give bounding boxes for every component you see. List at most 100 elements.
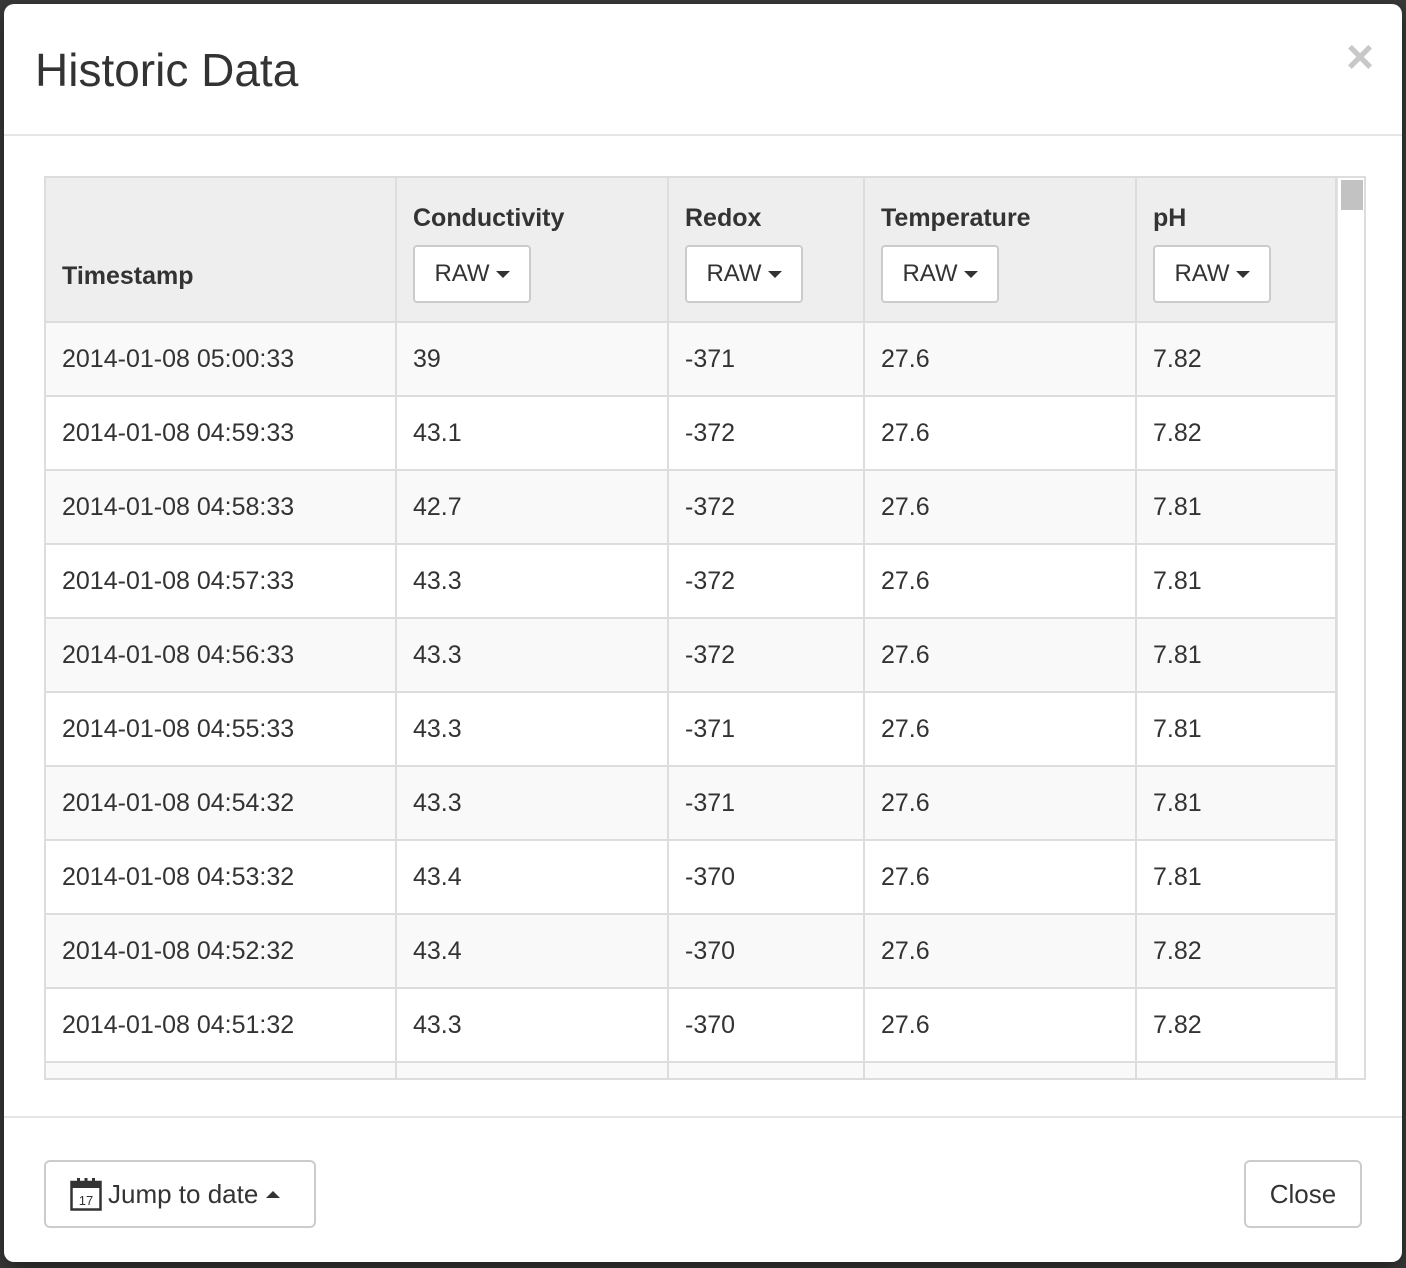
table-header-row: Timestamp Conductivity RAW Redox RAW Tem… bbox=[46, 178, 1337, 323]
cell-temperature: 27.6 bbox=[863, 765, 1137, 841]
cell-redox: -370 bbox=[667, 987, 865, 1063]
cell-temperature: 27.6 bbox=[863, 469, 1137, 545]
close-icon[interactable]: × bbox=[1345, 31, 1374, 84]
table-row: 2014-01-08 04:53:32 43.4 -370 27.6 7.81 bbox=[46, 839, 1337, 915]
cell-timestamp: 2014-01-08 04:52:32 bbox=[46, 913, 397, 989]
cell-conductivity: 43.3 bbox=[395, 691, 669, 767]
close-button-label: Close bbox=[1269, 1179, 1337, 1209]
temperature-mode-dropdown[interactable]: RAW bbox=[881, 245, 999, 303]
cell-temperature: 27.6 bbox=[863, 395, 1137, 471]
column-header-label: Timestamp bbox=[62, 262, 194, 290]
cell-ph: 7.81 bbox=[1135, 839, 1337, 915]
cell-timestamp: 2014-01-08 04:54:32 bbox=[46, 765, 397, 841]
historic-data-modal: Historic Data × Timestamp Conductivity R… bbox=[4, 4, 1402, 1262]
cell-redox: -371 bbox=[667, 691, 865, 767]
table-row: 2014-01-08 04:52:32 43.4 -370 27.6 7.82 bbox=[46, 913, 1337, 989]
conductivity-mode-dropdown[interactable]: RAW bbox=[413, 245, 531, 303]
cell-ph: 7.81 bbox=[1135, 543, 1337, 619]
column-header-redox: Redox RAW bbox=[667, 178, 865, 323]
cell-temperature: 27.6 bbox=[863, 987, 1137, 1063]
mode-label: RAW bbox=[706, 260, 762, 287]
cell-ph: 7.82 bbox=[1135, 321, 1337, 397]
table-row: 2014-01-08 04:54:32 43.3 -371 27.6 7.81 bbox=[46, 765, 1337, 841]
cell-timestamp: 2014-01-08 04:51:32 bbox=[46, 987, 397, 1063]
cell-conductivity: 43.3 bbox=[395, 987, 669, 1063]
table-row: 2014-01-08 04:59:33 43.1 -372 27.6 7.82 bbox=[46, 395, 1337, 471]
column-header-label: Temperature bbox=[881, 204, 1031, 232]
cell-redox: -372 bbox=[667, 395, 865, 471]
modal-header: Historic Data × bbox=[4, 4, 1402, 136]
column-header-timestamp: Timestamp bbox=[46, 178, 397, 323]
cell-timestamp: 2014-01-08 04:59:33 bbox=[46, 395, 397, 471]
close-button[interactable]: Close bbox=[1244, 1160, 1362, 1228]
cell-ph bbox=[1135, 1061, 1337, 1078]
column-header-ph: pH RAW bbox=[1135, 178, 1337, 323]
cell-temperature: 27.6 bbox=[863, 913, 1137, 989]
cell-conductivity: 43.3 bbox=[395, 543, 669, 619]
redox-mode-dropdown[interactable]: RAW bbox=[685, 245, 803, 303]
cell-conductivity: 43.4 bbox=[395, 913, 669, 989]
cell-conductivity: 43.4 bbox=[395, 839, 669, 915]
column-header-label: Conductivity bbox=[413, 204, 565, 232]
jump-to-date-button[interactable]: 17 Jump to date bbox=[44, 1160, 316, 1228]
cell-ph: 7.81 bbox=[1135, 691, 1337, 767]
cell-timestamp bbox=[46, 1061, 397, 1078]
cell-redox: -372 bbox=[667, 617, 865, 693]
ph-mode-dropdown[interactable]: RAW bbox=[1153, 245, 1271, 303]
cell-timestamp: 2014-01-08 04:58:33 bbox=[46, 469, 397, 545]
caret-down-icon bbox=[767, 271, 782, 279]
cell-conductivity: 39 bbox=[395, 321, 669, 397]
cell-ph: 7.82 bbox=[1135, 395, 1337, 471]
cell-ph: 7.82 bbox=[1135, 913, 1337, 989]
table-scrollbar[interactable] bbox=[1337, 178, 1364, 1078]
table-row bbox=[46, 1061, 1337, 1078]
data-table-container: Timestamp Conductivity RAW Redox RAW Tem… bbox=[44, 176, 1366, 1080]
scrollbar-thumb[interactable] bbox=[1341, 180, 1363, 210]
cell-redox: -371 bbox=[667, 765, 865, 841]
table-row: 2014-01-08 05:00:33 39 -371 27.6 7.82 bbox=[46, 321, 1337, 397]
mode-label: RAW bbox=[902, 260, 958, 287]
calendar-day: 17 bbox=[79, 1193, 93, 1208]
mode-label: RAW bbox=[1174, 260, 1230, 287]
cell-redox bbox=[667, 1061, 865, 1078]
table-row: 2014-01-08 04:57:33 43.3 -372 27.6 7.81 bbox=[46, 543, 1337, 619]
cell-timestamp: 2014-01-08 04:57:33 bbox=[46, 543, 397, 619]
cell-conductivity: 42.7 bbox=[395, 469, 669, 545]
cell-redox: -370 bbox=[667, 839, 865, 915]
cell-conductivity: 43.1 bbox=[395, 395, 669, 471]
cell-timestamp: 2014-01-08 04:53:32 bbox=[46, 839, 397, 915]
table-row: 2014-01-08 04:58:33 42.7 -372 27.6 7.81 bbox=[46, 469, 1337, 545]
jump-to-date-label: Jump to date bbox=[108, 1179, 259, 1209]
cell-temperature: 27.6 bbox=[863, 617, 1137, 693]
cell-conductivity bbox=[395, 1061, 669, 1078]
historic-data-table: Timestamp Conductivity RAW Redox RAW Tem… bbox=[46, 178, 1337, 1078]
cell-redox: -370 bbox=[667, 913, 865, 989]
cell-temperature: 27.6 bbox=[863, 839, 1137, 915]
cell-conductivity: 43.3 bbox=[395, 765, 669, 841]
cell-redox: -372 bbox=[667, 469, 865, 545]
cell-redox: -371 bbox=[667, 321, 865, 397]
cell-ph: 7.81 bbox=[1135, 469, 1337, 545]
calendar-icon: 17 bbox=[70, 1178, 102, 1211]
table-body: 2014-01-08 05:00:33 39 -371 27.6 7.82 2014-01… bbox=[46, 321, 1337, 1078]
mode-label: RAW bbox=[434, 260, 490, 287]
table-row: 2014-01-08 04:56:33 43.3 -372 27.6 7.81 bbox=[46, 617, 1337, 693]
column-header-conductivity: Conductivity RAW bbox=[395, 178, 669, 323]
modal-title: Historic Data bbox=[35, 44, 299, 96]
column-header-temperature: Temperature RAW bbox=[863, 178, 1137, 323]
caret-up-icon bbox=[266, 1190, 281, 1198]
cell-timestamp: 2014-01-08 05:00:33 bbox=[46, 321, 397, 397]
cell-conductivity: 43.3 bbox=[395, 617, 669, 693]
cell-timestamp: 2014-01-08 04:56:33 bbox=[46, 617, 397, 693]
cell-ph: 7.82 bbox=[1135, 987, 1337, 1063]
caret-down-icon bbox=[495, 271, 510, 279]
cell-ph: 7.81 bbox=[1135, 765, 1337, 841]
caret-down-icon bbox=[963, 271, 978, 279]
cell-temperature: 27.6 bbox=[863, 543, 1137, 619]
cell-timestamp: 2014-01-08 04:55:33 bbox=[46, 691, 397, 767]
cell-temperature bbox=[863, 1061, 1137, 1078]
cell-temperature: 27.6 bbox=[863, 691, 1137, 767]
table-row: 2014-01-08 04:55:33 43.3 -371 27.6 7.81 bbox=[46, 691, 1337, 767]
caret-down-icon bbox=[1235, 271, 1250, 279]
cell-temperature: 27.6 bbox=[863, 321, 1137, 397]
